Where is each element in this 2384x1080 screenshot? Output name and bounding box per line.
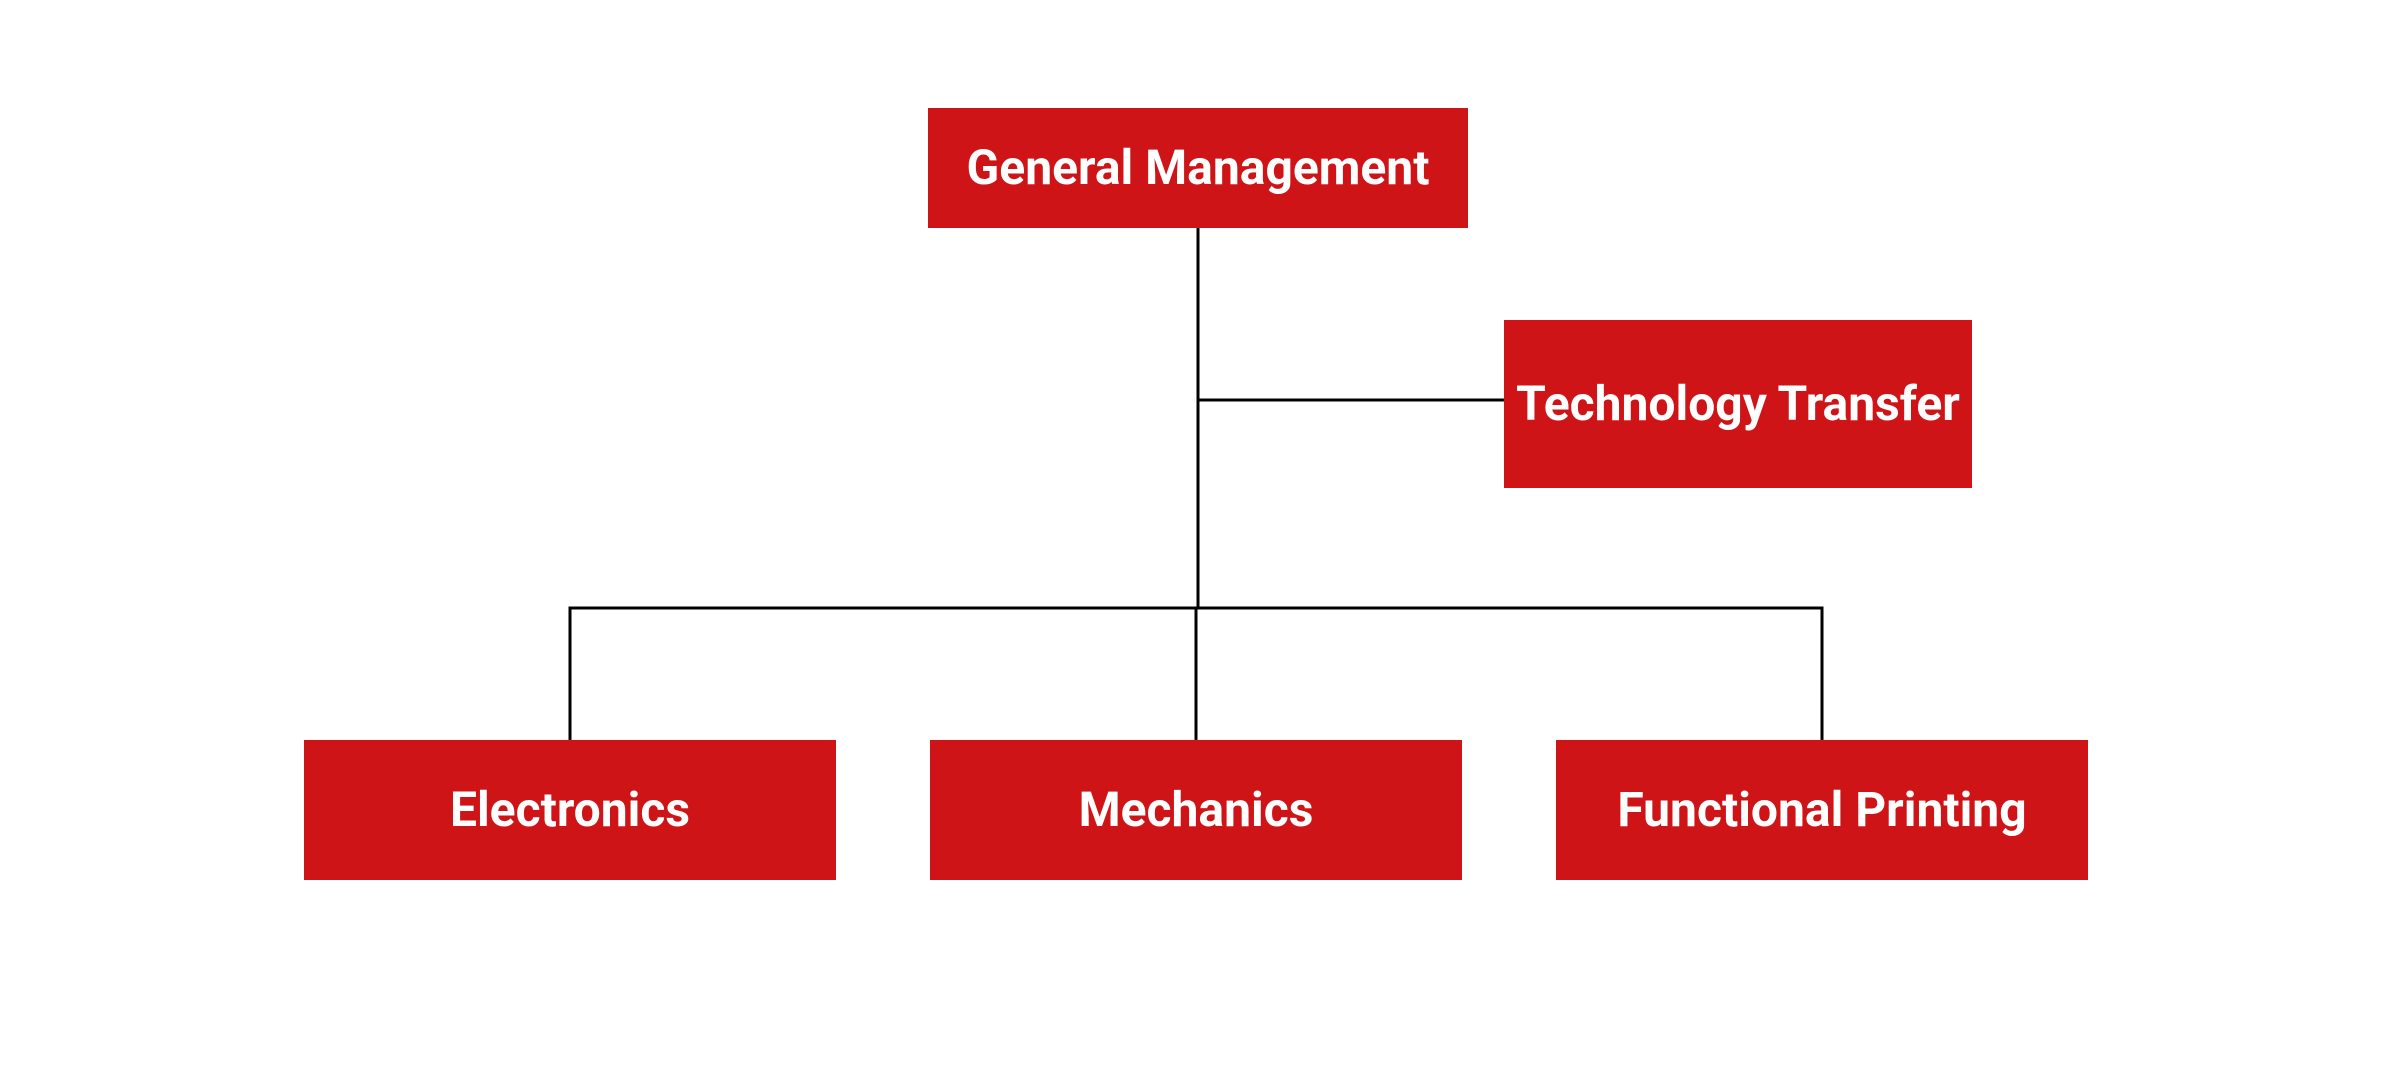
node-electronics: Electronics bbox=[304, 740, 836, 880]
node-label: General Management bbox=[967, 140, 1430, 195]
node-technology-transfer: Technology Transfer bbox=[1504, 320, 1972, 488]
node-label: Mechanics bbox=[1079, 782, 1314, 837]
node-functional-printing: Functional Printing bbox=[1556, 740, 2088, 880]
node-mechanics: Mechanics bbox=[930, 740, 1462, 880]
node-label: Functional Printing bbox=[1617, 782, 2026, 837]
org-chart: General Management Technology Transfer E… bbox=[0, 0, 2384, 1080]
node-general-management: General Management bbox=[928, 108, 1468, 228]
node-label: Electronics bbox=[450, 782, 690, 837]
node-label: Technology Transfer bbox=[1516, 376, 1960, 431]
